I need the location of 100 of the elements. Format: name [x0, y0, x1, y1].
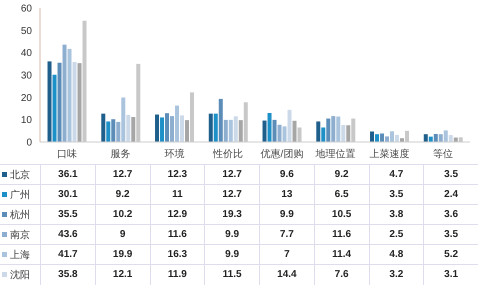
bar — [321, 127, 326, 142]
bar — [331, 116, 336, 142]
data-label: 9.2 — [95, 184, 150, 204]
bar — [185, 120, 190, 142]
bar — [106, 121, 110, 142]
data-label: 3.1 — [424, 264, 478, 284]
data-label: 9.9 — [204, 224, 260, 244]
bar — [48, 61, 52, 142]
bar — [262, 120, 267, 142]
x-tick-label: 等位 — [433, 148, 454, 160]
bar — [208, 114, 213, 142]
data-label: 6.5 — [314, 184, 369, 204]
bar — [326, 118, 330, 142]
data-label: 3.5 — [424, 164, 478, 184]
bar — [175, 106, 180, 142]
data-label: 19.3 — [204, 204, 260, 224]
bar — [341, 125, 346, 142]
bar — [316, 121, 320, 142]
data-label: 41.7 — [40, 244, 96, 264]
bar — [52, 74, 57, 142]
bar — [121, 98, 126, 142]
data-label: 11.6 — [314, 224, 369, 244]
y-tick-label: 60 — [20, 4, 32, 15]
x-tick-label: 性价比 — [212, 148, 244, 160]
x-tick-label: 上菜速度 — [369, 148, 410, 160]
bar — [170, 116, 174, 142]
data-label: 12.7 — [204, 164, 260, 184]
bar — [268, 112, 272, 142]
bar — [292, 120, 297, 142]
y-tick-label: 50 — [20, 26, 32, 37]
bar — [116, 122, 120, 142]
data-label: 43.6 — [40, 224, 96, 244]
legend-label: 北京 — [0, 164, 40, 184]
y-tick-label: 0 — [26, 138, 32, 149]
bar — [390, 131, 394, 142]
data-label: 4.7 — [369, 164, 424, 184]
data-label: 3.2 — [369, 264, 424, 284]
data-label: 7 — [260, 244, 314, 264]
bar — [165, 113, 170, 142]
data-label: 11.5 — [204, 264, 260, 284]
x-tick-label: 地理位置 — [314, 148, 356, 160]
x-tick-label: 环境 — [164, 148, 184, 160]
data-label: 5.2 — [424, 244, 478, 264]
bar — [111, 119, 116, 142]
data-label: 2.4 — [424, 184, 478, 204]
data-label: 9.2 — [314, 164, 369, 184]
bar — [218, 98, 223, 142]
legend-label: 南京 — [0, 224, 40, 244]
y-tick-label: 30 — [20, 70, 32, 82]
data-label: 3.5 — [369, 184, 424, 204]
data-label: 11.6 — [150, 224, 205, 244]
data-label: 3.6 — [424, 204, 478, 224]
bar — [234, 116, 238, 142]
data-label: 9 — [95, 224, 150, 244]
data-label: 11.4 — [314, 244, 369, 264]
bar — [375, 134, 380, 142]
bar — [68, 48, 72, 142]
data-label: 35.8 — [40, 264, 96, 284]
bar — [272, 120, 277, 142]
data-label: 7.6 — [314, 264, 369, 284]
data-label: 7.7 — [260, 224, 314, 244]
data-label: 36.1 — [40, 164, 96, 184]
bar — [336, 116, 340, 142]
data-label: 12.9 — [150, 204, 205, 224]
data-label: 12.7 — [95, 164, 150, 184]
data-label: 10.2 — [95, 204, 150, 224]
bar — [131, 116, 136, 142]
bar — [385, 136, 390, 142]
data-label: 3.5 — [424, 224, 478, 244]
bar — [428, 136, 433, 142]
data-label: 13 — [260, 184, 314, 204]
data-label: 9.9 — [260, 204, 314, 224]
bar — [228, 120, 233, 142]
bar — [400, 138, 404, 142]
x-tick-label: 口味 — [56, 148, 77, 160]
bar — [238, 120, 243, 142]
bar — [160, 117, 164, 142]
legend-label: 杭州 — [0, 204, 40, 224]
bar — [454, 138, 458, 142]
data-label: 14.4 — [260, 264, 314, 284]
data-label: 16.3 — [150, 244, 205, 264]
data-label: 12.7 — [204, 184, 260, 204]
data-label: 2.5 — [369, 224, 424, 244]
data-label: 19.9 — [95, 244, 150, 264]
data-label: 11.9 — [150, 264, 205, 284]
data-label: 9.9 — [204, 244, 260, 264]
bar — [214, 114, 218, 142]
legend-label: 上海 — [0, 244, 40, 264]
data-label: 30.1 — [40, 184, 96, 204]
bar — [72, 62, 77, 142]
bar — [101, 114, 106, 142]
bar — [282, 126, 287, 142]
bar — [155, 114, 160, 142]
y-tick-label: 40 — [20, 48, 32, 60]
data-label: 11 — [150, 184, 205, 204]
bar — [180, 115, 184, 142]
bar — [424, 134, 428, 142]
y-tick-label: 20 — [20, 92, 32, 104]
bar — [438, 134, 443, 142]
legend-label: 沈阳 — [0, 264, 40, 284]
